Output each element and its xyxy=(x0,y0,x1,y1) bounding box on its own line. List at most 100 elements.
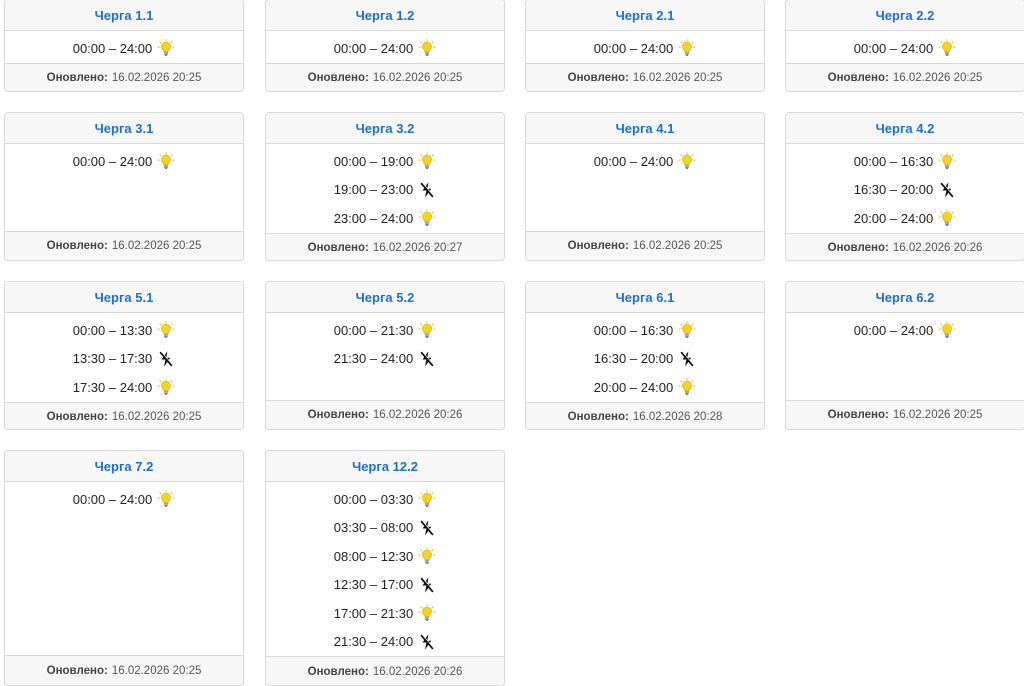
slot-time-range: 21:30 – 24:00 xyxy=(333,351,414,367)
lightbulb-icon xyxy=(938,321,956,339)
updated-label: Оновлено: xyxy=(46,664,108,677)
updated-time: 16.02.2026 20:25 xyxy=(632,71,723,84)
updated-time: 16.02.2026 20:26 xyxy=(372,665,463,678)
schedule-slot: 00:00 – 16:30 xyxy=(526,316,764,345)
queue-card: Черга 2.2 00:00 – 24:00 Оновлено: 16.02.… xyxy=(785,0,1024,92)
schedule-list: 00:00 – 19:00 19:00 – 23:00 23:00 – 24:00 xyxy=(266,144,504,233)
updated-label: Оновлено: xyxy=(307,241,369,254)
slot-time-range: 00:00 – 24:00 xyxy=(593,153,674,169)
lightbulb-icon xyxy=(418,209,436,227)
queue-title[interactable]: Черга 1.2 xyxy=(266,0,504,31)
schedule-slot: 20:00 – 24:00 xyxy=(526,373,764,402)
schedule-slot: 00:00 – 16:30 xyxy=(786,147,1024,176)
power-off-icon xyxy=(418,633,436,651)
lightbulb-icon xyxy=(157,321,175,339)
lightbulb-icon xyxy=(678,378,696,396)
queue-title[interactable]: Черга 5.2 xyxy=(266,282,504,313)
power-off-icon xyxy=(418,519,436,537)
updated-label: Оновлено: xyxy=(567,71,629,84)
schedule-slot: 00:00 – 24:00 xyxy=(5,485,243,514)
updated-footer: Оновлено: 16.02.2026 20:25 xyxy=(266,62,504,91)
queue-title[interactable]: Черга 6.1 xyxy=(526,282,764,313)
slot-time-range: 17:30 – 24:00 xyxy=(72,379,153,395)
updated-footer: Оновлено: 16.02.2026 20:25 xyxy=(786,400,1024,429)
queue-title[interactable]: Черга 3.2 xyxy=(266,113,504,144)
queue-card: Черга 5.1 00:00 – 13:30 13:30 – 17:30 17:3… xyxy=(4,281,244,430)
lightbulb-icon xyxy=(678,39,696,57)
slot-time-range: 00:00 – 24:00 xyxy=(72,153,153,169)
queue-card: Черга 6.2 00:00 – 24:00 Оновлено: 16.02.… xyxy=(785,281,1024,430)
updated-label: Оновлено: xyxy=(567,410,629,423)
schedule-slot: 00:00 – 24:00 xyxy=(266,34,504,63)
queue-card: Черга 4.2 00:00 – 16:30 16:30 – 20:00 20:0… xyxy=(785,112,1024,261)
queue-card: Черга 12.2 00:00 – 03:30 03:30 – 08:00 08:… xyxy=(265,450,505,686)
lightbulb-icon xyxy=(157,152,175,170)
updated-time: 16.02.2026 20:25 xyxy=(372,71,463,84)
schedule-list: 00:00 – 13:30 13:30 – 17:30 17:30 – 24:00 xyxy=(5,313,243,402)
updated-footer: Оновлено: 16.02.2026 20:25 xyxy=(5,655,243,685)
slot-time-range: 00:00 – 16:30 xyxy=(593,322,674,338)
queue-title[interactable]: Черга 2.1 xyxy=(526,0,764,31)
slot-time-range: 19:00 – 23:00 xyxy=(333,182,414,198)
slot-time-range: 17:00 – 21:30 xyxy=(333,605,414,621)
updated-time: 16.02.2026 20:26 xyxy=(892,241,983,254)
queue-title[interactable]: Черга 6.2 xyxy=(786,282,1024,313)
queue-card: Черга 3.1 00:00 – 24:00 Оновлено: 16.02.… xyxy=(4,112,244,261)
queue-card: Черга 5.2 00:00 – 21:30 21:30 – 24:00 Оно… xyxy=(265,281,505,430)
lightbulb-icon xyxy=(938,209,956,227)
updated-time: 16.02.2026 20:27 xyxy=(372,241,463,254)
queue-title[interactable]: Черга 2.2 xyxy=(786,0,1024,31)
schedule-list: 00:00 – 16:30 16:30 – 20:00 20:00 – 24:00 xyxy=(526,313,764,402)
slot-time-range: 13:30 – 17:30 xyxy=(72,351,153,367)
updated-time: 16.02.2026 20:26 xyxy=(372,409,463,421)
schedule-slot: 00:00 – 13:30 xyxy=(5,316,243,345)
updated-label: Оновлено: xyxy=(567,240,629,252)
lightbulb-icon xyxy=(938,152,956,170)
schedule-list: 00:00 – 16:30 16:30 – 20:00 20:00 – 24:00 xyxy=(786,144,1024,233)
queue-title[interactable]: Черга 3.1 xyxy=(5,113,243,144)
updated-time: 16.02.2026 20:25 xyxy=(111,664,202,677)
schedule-list: 00:00 – 21:30 21:30 – 24:00 xyxy=(266,313,504,400)
schedule-slot: 23:00 – 24:00 xyxy=(266,204,504,233)
updated-footer: Оновлено: 16.02.2026 20:25 xyxy=(786,62,1024,91)
updated-time: 16.02.2026 20:25 xyxy=(892,71,983,84)
power-off-icon xyxy=(938,181,956,199)
queue-title[interactable]: Черга 5.1 xyxy=(5,282,243,313)
slot-time-range: 00:00 – 19:00 xyxy=(333,153,414,169)
queue-title[interactable]: Черга 12.2 xyxy=(266,451,504,482)
queue-card: Черга 1.2 00:00 – 24:00 Оновлено: 16.02.… xyxy=(265,0,505,92)
queue-title[interactable]: Черга 4.2 xyxy=(786,113,1024,144)
schedule-list: 00:00 – 24:00 xyxy=(5,482,243,655)
updated-footer: Оновлено: 16.02.2026 20:26 xyxy=(266,400,504,429)
queue-card: Черга 7.2 00:00 – 24:00 Оновлено: 16.02.… xyxy=(4,450,244,686)
schedule-list: 00:00 – 24:00 xyxy=(5,144,243,231)
schedule-slot: 03:30 – 08:00 xyxy=(266,514,504,543)
schedule-slot: 17:00 – 21:30 xyxy=(266,599,504,628)
schedule-list: 00:00 – 24:00 xyxy=(786,313,1024,400)
queue-title[interactable]: Черга 1.1 xyxy=(5,0,243,31)
schedule-slot: 00:00 – 24:00 xyxy=(526,147,764,176)
slot-time-range: 20:00 – 24:00 xyxy=(853,210,934,226)
updated-time: 16.02.2026 20:25 xyxy=(892,409,983,421)
updated-footer: Оновлено: 16.02.2026 20:25 xyxy=(526,62,764,91)
lightbulb-icon xyxy=(418,321,436,339)
schedule-slot: 00:00 – 19:00 xyxy=(266,147,504,176)
slot-time-range: 23:00 – 24:00 xyxy=(333,210,414,226)
power-off-icon xyxy=(418,350,436,368)
queue-title[interactable]: Черга 7.2 xyxy=(5,451,243,482)
queue-card: Черга 1.1 00:00 – 24:00 Оновлено: 16.02.… xyxy=(4,0,244,92)
slot-time-range: 00:00 – 03:30 xyxy=(333,491,414,507)
lightbulb-icon xyxy=(418,152,436,170)
slot-time-range: 21:30 – 24:00 xyxy=(333,634,414,650)
schedule-slot: 20:00 – 24:00 xyxy=(786,204,1024,233)
schedule-slot: 13:30 – 17:30 xyxy=(5,345,243,374)
power-off-icon xyxy=(678,350,696,368)
queue-title[interactable]: Черга 4.1 xyxy=(526,113,764,144)
updated-label: Оновлено: xyxy=(307,71,369,84)
updated-footer: Оновлено: 16.02.2026 20:25 xyxy=(526,231,764,260)
schedule-list: 00:00 – 03:30 03:30 – 08:00 08:00 – 12:30 1… xyxy=(266,482,504,656)
updated-footer: Оновлено: 16.02.2026 20:25 xyxy=(5,62,243,91)
updated-time: 16.02.2026 20:25 xyxy=(111,240,202,252)
schedule-slot: 21:30 – 24:00 xyxy=(266,345,504,374)
queue-card: Черга 2.1 00:00 – 24:00 Оновлено: 16.02.… xyxy=(525,0,765,92)
